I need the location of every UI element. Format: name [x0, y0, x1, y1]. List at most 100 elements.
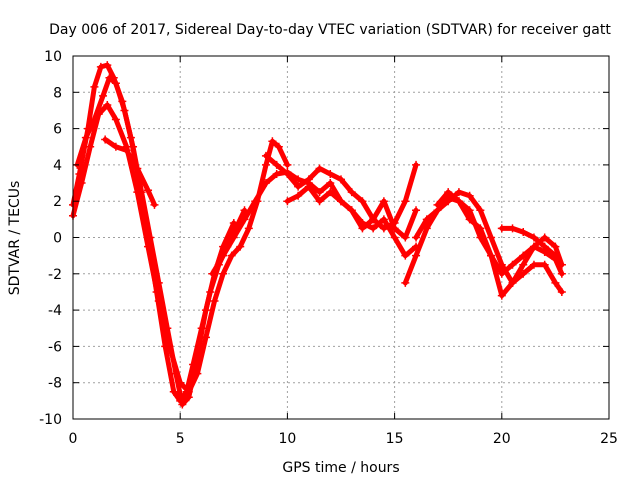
data-point	[122, 146, 131, 155]
data-point	[77, 179, 86, 188]
data-point	[390, 224, 399, 233]
data-point	[412, 233, 421, 242]
data-point	[369, 215, 378, 224]
data-point	[251, 197, 260, 206]
data-point	[150, 200, 159, 209]
y-tick-label: 6	[53, 122, 62, 138]
data-point	[240, 215, 249, 224]
data-point	[304, 175, 313, 184]
data-point	[101, 135, 110, 144]
data-point	[557, 260, 566, 269]
data-point	[244, 224, 253, 233]
x-tick-label: 20	[493, 431, 511, 447]
data-point	[422, 215, 431, 224]
data-point	[227, 251, 236, 260]
data-point	[497, 269, 506, 278]
data-point	[154, 278, 163, 287]
data-point	[201, 306, 210, 315]
data-point	[540, 242, 549, 251]
x-tick-label: 25	[600, 431, 618, 447]
series-band	[74, 75, 237, 407]
data-point	[163, 324, 172, 333]
data-point	[210, 297, 219, 306]
data-point	[103, 61, 112, 70]
data-point	[379, 224, 388, 233]
y-tick-label: -4	[48, 303, 62, 319]
data-point	[133, 164, 142, 173]
data-point	[137, 188, 146, 197]
data-point	[283, 197, 292, 206]
y-tick-label: -6	[48, 339, 62, 355]
data-point	[465, 215, 474, 224]
data-point	[358, 197, 367, 206]
data-point	[497, 291, 506, 300]
data-point	[229, 218, 238, 227]
data-point	[274, 142, 283, 151]
data-point	[208, 269, 217, 278]
data-point	[86, 142, 95, 151]
data-point	[193, 351, 202, 360]
data-point	[146, 233, 155, 242]
y-tick-label: 0	[53, 231, 62, 247]
data-point	[508, 224, 517, 233]
y-tick-label: -2	[48, 267, 62, 283]
x-tick-label: 10	[278, 431, 296, 447]
tick-marks	[72, 55, 610, 420]
data-point	[144, 186, 153, 195]
data-point	[508, 278, 517, 287]
x-axis-title: GPS time / hours	[282, 460, 399, 476]
y-tick-label: 4	[53, 158, 62, 174]
data-point	[326, 169, 335, 178]
data-point	[497, 224, 506, 233]
series-band	[102, 137, 157, 208]
series-band	[70, 102, 290, 395]
data-point	[81, 133, 90, 142]
data-point	[401, 278, 410, 287]
y-tick-label: 8	[53, 85, 62, 101]
series-track-4	[101, 135, 159, 209]
data-point	[412, 206, 421, 215]
data-point	[379, 197, 388, 206]
data-point	[401, 197, 410, 206]
data-point	[551, 278, 560, 287]
data-point	[465, 191, 474, 200]
series-track-5	[208, 168, 421, 278]
data-point	[90, 115, 99, 124]
series-band	[402, 189, 565, 295]
data-point	[219, 251, 228, 260]
series-track-11	[497, 224, 566, 269]
data-point	[347, 188, 356, 197]
data-point	[103, 101, 112, 110]
chart-title: Day 006 of 2017, Sidereal Day-to-day VTE…	[49, 22, 611, 38]
series-layer	[69, 61, 566, 409]
y-axis-title: SDTVAR / TECUs	[7, 181, 23, 296]
data-point	[315, 188, 324, 197]
data-point	[326, 188, 335, 197]
y-tick-label: -10	[39, 412, 62, 428]
data-point	[412, 251, 421, 260]
data-point	[184, 393, 193, 402]
series-track-10	[433, 188, 566, 300]
data-point	[337, 175, 345, 184]
data-point	[219, 269, 228, 278]
x-tick-label: 0	[69, 431, 78, 447]
data-point	[557, 287, 566, 296]
data-point	[171, 369, 180, 378]
x-tick-label: 15	[386, 431, 404, 447]
data-point	[529, 242, 538, 251]
y-tick-label: 2	[53, 194, 62, 210]
data-point	[261, 179, 270, 188]
x-tick-labels: 0 5 10 15 20 25	[69, 431, 618, 447]
data-point	[169, 387, 178, 396]
data-point	[358, 224, 367, 233]
data-point	[294, 182, 303, 191]
data-point	[444, 188, 453, 197]
data-point	[519, 228, 528, 237]
data-point	[294, 191, 303, 200]
data-point	[294, 175, 303, 184]
data-point	[476, 206, 485, 215]
y-tick-labels: -10 -8 -6 -4 -2 0 2 4 6 8 10	[39, 49, 62, 428]
data-point	[261, 160, 270, 169]
data-point	[272, 169, 281, 178]
data-point	[557, 269, 566, 278]
